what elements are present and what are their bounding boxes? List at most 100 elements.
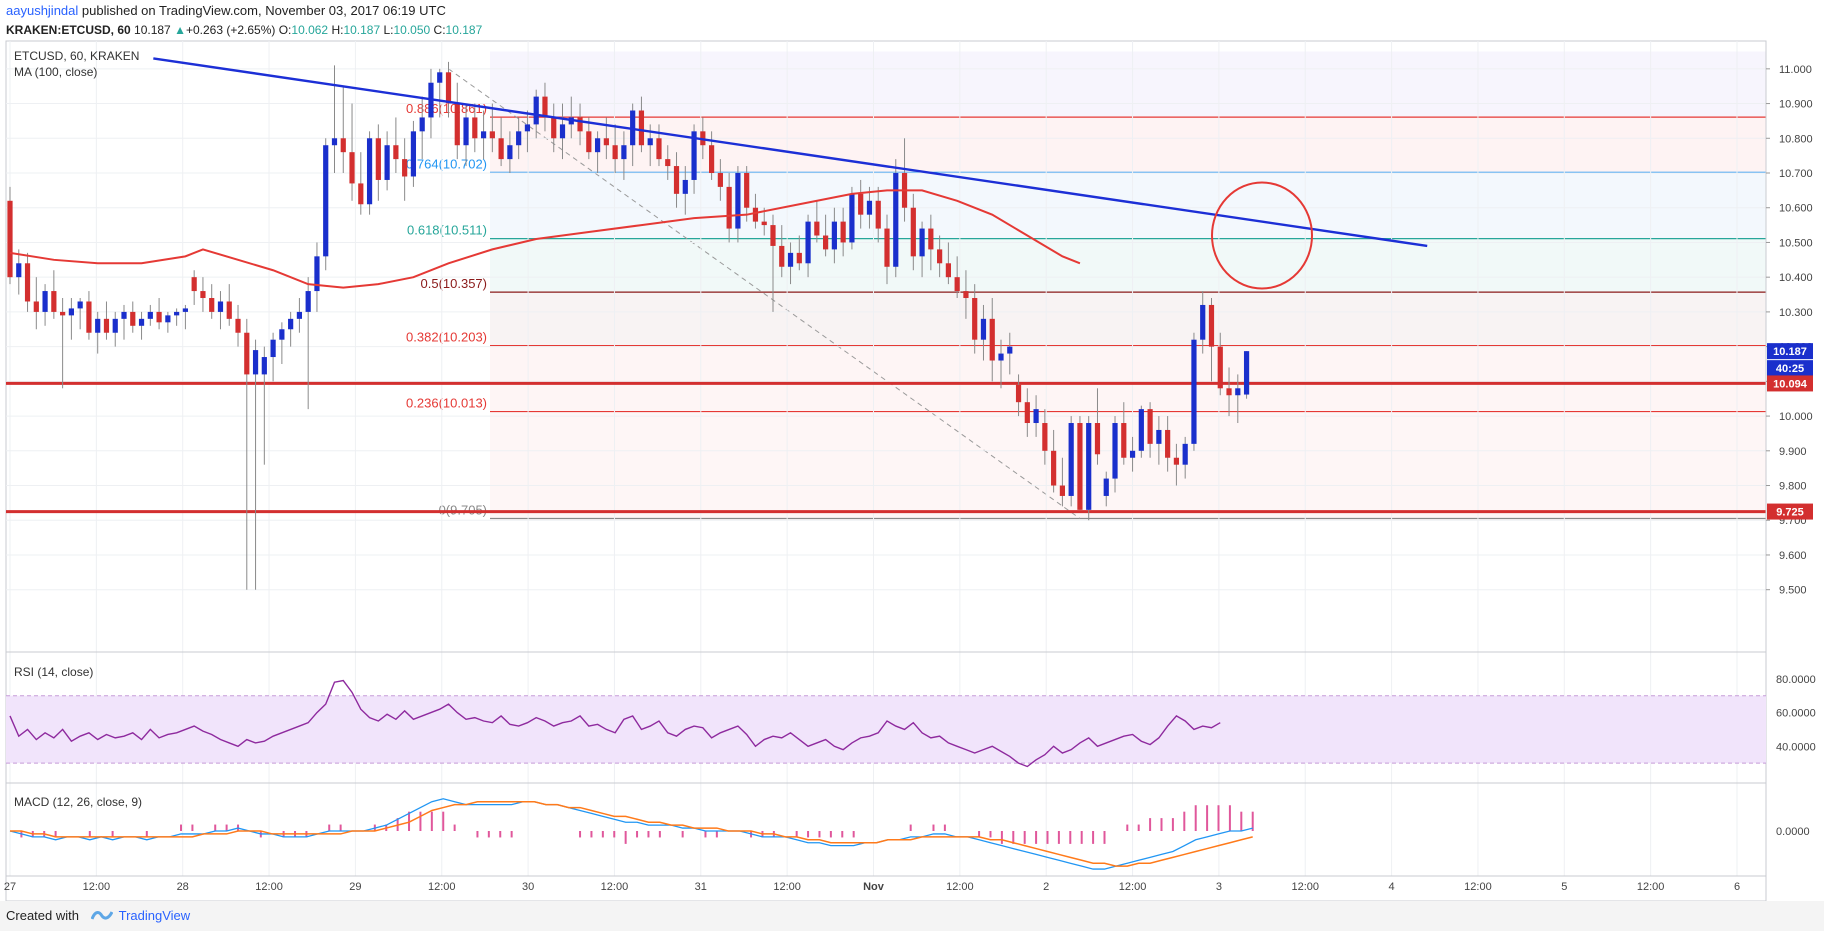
rsi-tick-label: 80.0000 xyxy=(1776,674,1816,686)
candle-down xyxy=(875,200,881,229)
candle-up xyxy=(1086,423,1092,510)
candle-down xyxy=(7,200,13,278)
candle-up xyxy=(480,131,487,139)
price-tick-label: 9.800 xyxy=(1779,481,1807,493)
time-tick-label: 29 xyxy=(349,881,361,893)
candle-up xyxy=(217,301,224,312)
price-tag-label: 40:25 xyxy=(1776,363,1804,375)
candle-up xyxy=(1129,450,1136,458)
candle-down xyxy=(945,263,951,278)
candle-down xyxy=(358,183,364,205)
candle-down xyxy=(779,245,785,267)
time-tick-label: 28 xyxy=(177,881,189,893)
open-label: O: xyxy=(278,23,292,37)
tradingview-logo-icon xyxy=(90,902,113,932)
candle-up xyxy=(323,145,329,257)
chart-symbol-label: ETCUSD, 60, KRAKEN xyxy=(14,49,139,63)
created-with-label: Created with xyxy=(6,908,79,923)
candle-down xyxy=(858,193,864,215)
price-tag-label: 10.094 xyxy=(1773,378,1808,390)
close-label: C: xyxy=(433,23,446,37)
candle-up xyxy=(288,318,294,330)
candle-down xyxy=(823,235,829,250)
candle-down xyxy=(1094,423,1101,455)
footer-bar: Created with TradingView xyxy=(0,901,1824,931)
symbol-label: KRAKEN:ETCUSD, 60 xyxy=(6,23,131,37)
last-price: 10.187 xyxy=(134,23,171,37)
rsi-line xyxy=(9,679,1221,768)
candle-down xyxy=(498,138,504,160)
highlight-circle xyxy=(1211,181,1313,290)
time-axis[interactable]: 27 12:00 28 12:00 29 12:00 30 12:00 31 12:00 Nov 12… xyxy=(4,881,1740,893)
candle-down xyxy=(191,277,197,292)
author-link[interactable]: aayushjindal xyxy=(6,3,79,18)
low-value: 10.050 xyxy=(393,23,431,37)
candle-up xyxy=(866,200,873,215)
price-tick-label: 10.800 xyxy=(1779,133,1813,145)
time-tick-label: 12:00 xyxy=(83,881,111,893)
candle-down xyxy=(349,152,355,184)
candle-down xyxy=(86,301,92,333)
candle-down xyxy=(542,96,548,118)
candle-up xyxy=(121,311,127,319)
candle-down xyxy=(709,145,715,174)
horizontal-levels[interactable] xyxy=(6,381,1766,514)
candle-down xyxy=(1121,423,1127,458)
candle-down xyxy=(60,311,66,316)
candle-down xyxy=(1217,346,1223,389)
candle-down xyxy=(656,138,662,160)
time-tick-label: 30 xyxy=(522,881,534,893)
tradingview-link[interactable]: TradingView xyxy=(118,908,191,923)
candle-down xyxy=(726,186,732,229)
fibonacci-retracement[interactable]: 0.886(10.861)0.764(10.702)0.618(10.511)0… xyxy=(406,51,1766,520)
candle-down xyxy=(340,138,346,153)
ma-100-line xyxy=(9,189,1081,289)
candle-down xyxy=(393,145,399,160)
price-tag-label: 9.725 xyxy=(1776,507,1804,519)
candle-up xyxy=(182,308,188,312)
candle-down xyxy=(1147,409,1153,444)
candle-up xyxy=(849,193,855,243)
publish-header: aayushjindal published on TradingView.co… xyxy=(0,0,1824,22)
candle-down xyxy=(1024,402,1030,424)
published-text: published on TradingView.com, November 0… xyxy=(78,3,446,18)
candle-up xyxy=(261,357,267,375)
candle-down xyxy=(761,221,767,226)
candle-down xyxy=(665,159,671,167)
price-tag xyxy=(1767,375,1813,392)
candle-up xyxy=(279,329,285,340)
candle-up xyxy=(95,318,101,333)
candle-down xyxy=(612,145,618,160)
candle-up xyxy=(682,179,688,194)
price-chart[interactable]: 0.886(10.861)0.764(10.702)0.618(10.511)0… xyxy=(0,40,1824,901)
fib-zone-top xyxy=(490,51,1766,118)
ma-label: MA (100, close) xyxy=(14,65,97,79)
candle-down xyxy=(454,103,460,146)
time-tick-label: 5 xyxy=(1561,881,1567,893)
fib-zone xyxy=(490,411,1766,519)
annotations[interactable] xyxy=(1211,181,1313,290)
candle-down xyxy=(884,228,890,267)
candle-down xyxy=(577,117,583,132)
time-tick-label: 12:00 xyxy=(946,881,974,893)
macd-line xyxy=(9,798,1253,870)
time-tick-label: 12:00 xyxy=(601,881,629,893)
time-tick-label: Nov xyxy=(863,881,885,893)
candle-up xyxy=(419,117,425,132)
candle-down xyxy=(586,131,592,153)
open-value: 10.062 xyxy=(291,23,329,37)
candle-up xyxy=(621,145,627,160)
candle-down xyxy=(209,298,215,312)
price-tick-label: 9.900 xyxy=(1779,446,1807,458)
candle-up xyxy=(533,96,539,125)
candle-down xyxy=(840,221,846,243)
price-tick-label: 10.700 xyxy=(1779,168,1813,180)
symbol-ohlc-bar: KRAKEN:ETCUSD, 60 10.187 ▲+0.263 (+2.65%… xyxy=(0,20,1824,40)
candle-down xyxy=(989,318,995,361)
time-tick-label: 12:00 xyxy=(428,881,456,893)
candle-up xyxy=(980,318,987,340)
candle-up xyxy=(893,173,899,267)
price-tag xyxy=(1767,343,1813,360)
candle-down xyxy=(226,301,232,319)
time-tick-label: 12:00 xyxy=(1291,881,1319,893)
